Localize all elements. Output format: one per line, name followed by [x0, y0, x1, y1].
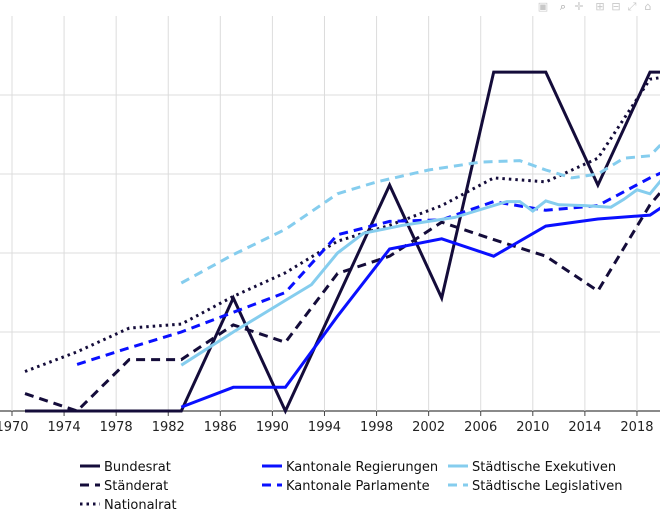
legend-item[interactable]: Ständerat — [80, 479, 168, 494]
legend-label: Kantonale Regierungen — [286, 460, 438, 475]
series-line-1 — [24, 190, 660, 413]
x-tick-label: 1998 — [360, 420, 393, 435]
legend-item[interactable]: Kantonale Parlamente — [262, 479, 430, 494]
x-axis: 1970 1974 1978 1982 1986 1990 1994 1998 2002 2006… — [0, 411, 654, 435]
grid — [0, 16, 660, 412]
legend-label: Nationalrat — [104, 498, 177, 513]
legend-item[interactable]: Städtische Exekutiven — [448, 460, 616, 475]
series-line-4 — [76, 171, 660, 366]
legend-item[interactable]: Städtische Legislativen — [448, 479, 622, 494]
x-tick-label: 1974 — [48, 420, 81, 435]
x-tick-label: 2010 — [516, 420, 549, 435]
x-tick-label: 1986 — [204, 420, 237, 435]
series-line-5 — [180, 179, 660, 367]
camera-icon[interactable]: ▣ — [537, 0, 549, 13]
series-line-6 — [180, 143, 660, 285]
legend-label: Bundesrat — [104, 460, 171, 475]
series-line-0 — [25, 70, 660, 415]
x-tick-label: 1990 — [256, 420, 289, 435]
legend-item[interactable]: Kantonale Regierungen — [262, 460, 438, 475]
x-tick-label: 1970 — [0, 420, 29, 435]
series-line-2 — [24, 76, 660, 373]
series-lines — [24, 70, 660, 415]
legend-label: Städtische Legislativen — [472, 479, 622, 494]
zoom-in-icon[interactable]: ⊞ — [595, 0, 605, 13]
x-tick-label: 2014 — [568, 420, 601, 435]
x-tick-label: 2002 — [412, 420, 445, 435]
x-tick-label: 1978 — [100, 420, 133, 435]
home-icon[interactable]: ⌂ — [644, 0, 652, 13]
legend-label: Kantonale Parlamente — [286, 479, 430, 494]
legend-item[interactable]: Bundesrat — [80, 460, 171, 475]
legend-item[interactable]: Nationalrat — [80, 498, 177, 513]
pan-icon[interactable]: ✛ — [574, 0, 584, 13]
zoom-icon[interactable]: ⌕ — [559, 0, 567, 13]
series-line-3 — [180, 206, 660, 409]
x-tick-label: 1982 — [152, 420, 185, 435]
x-tick-label: 2018 — [620, 420, 653, 435]
legend: Bundesrat Ständerat Nationalrat Kantonale R… — [80, 460, 622, 513]
autoscale-icon[interactable]: ⤢ — [627, 0, 637, 13]
x-tick-label: 2006 — [464, 420, 497, 435]
x-tick-label: 1994 — [308, 420, 341, 435]
legend-label: Ständerat — [104, 479, 168, 494]
legend-label: Städtische Exekutiven — [472, 460, 616, 475]
zoom-out-icon[interactable]: ⊟ — [611, 0, 621, 13]
